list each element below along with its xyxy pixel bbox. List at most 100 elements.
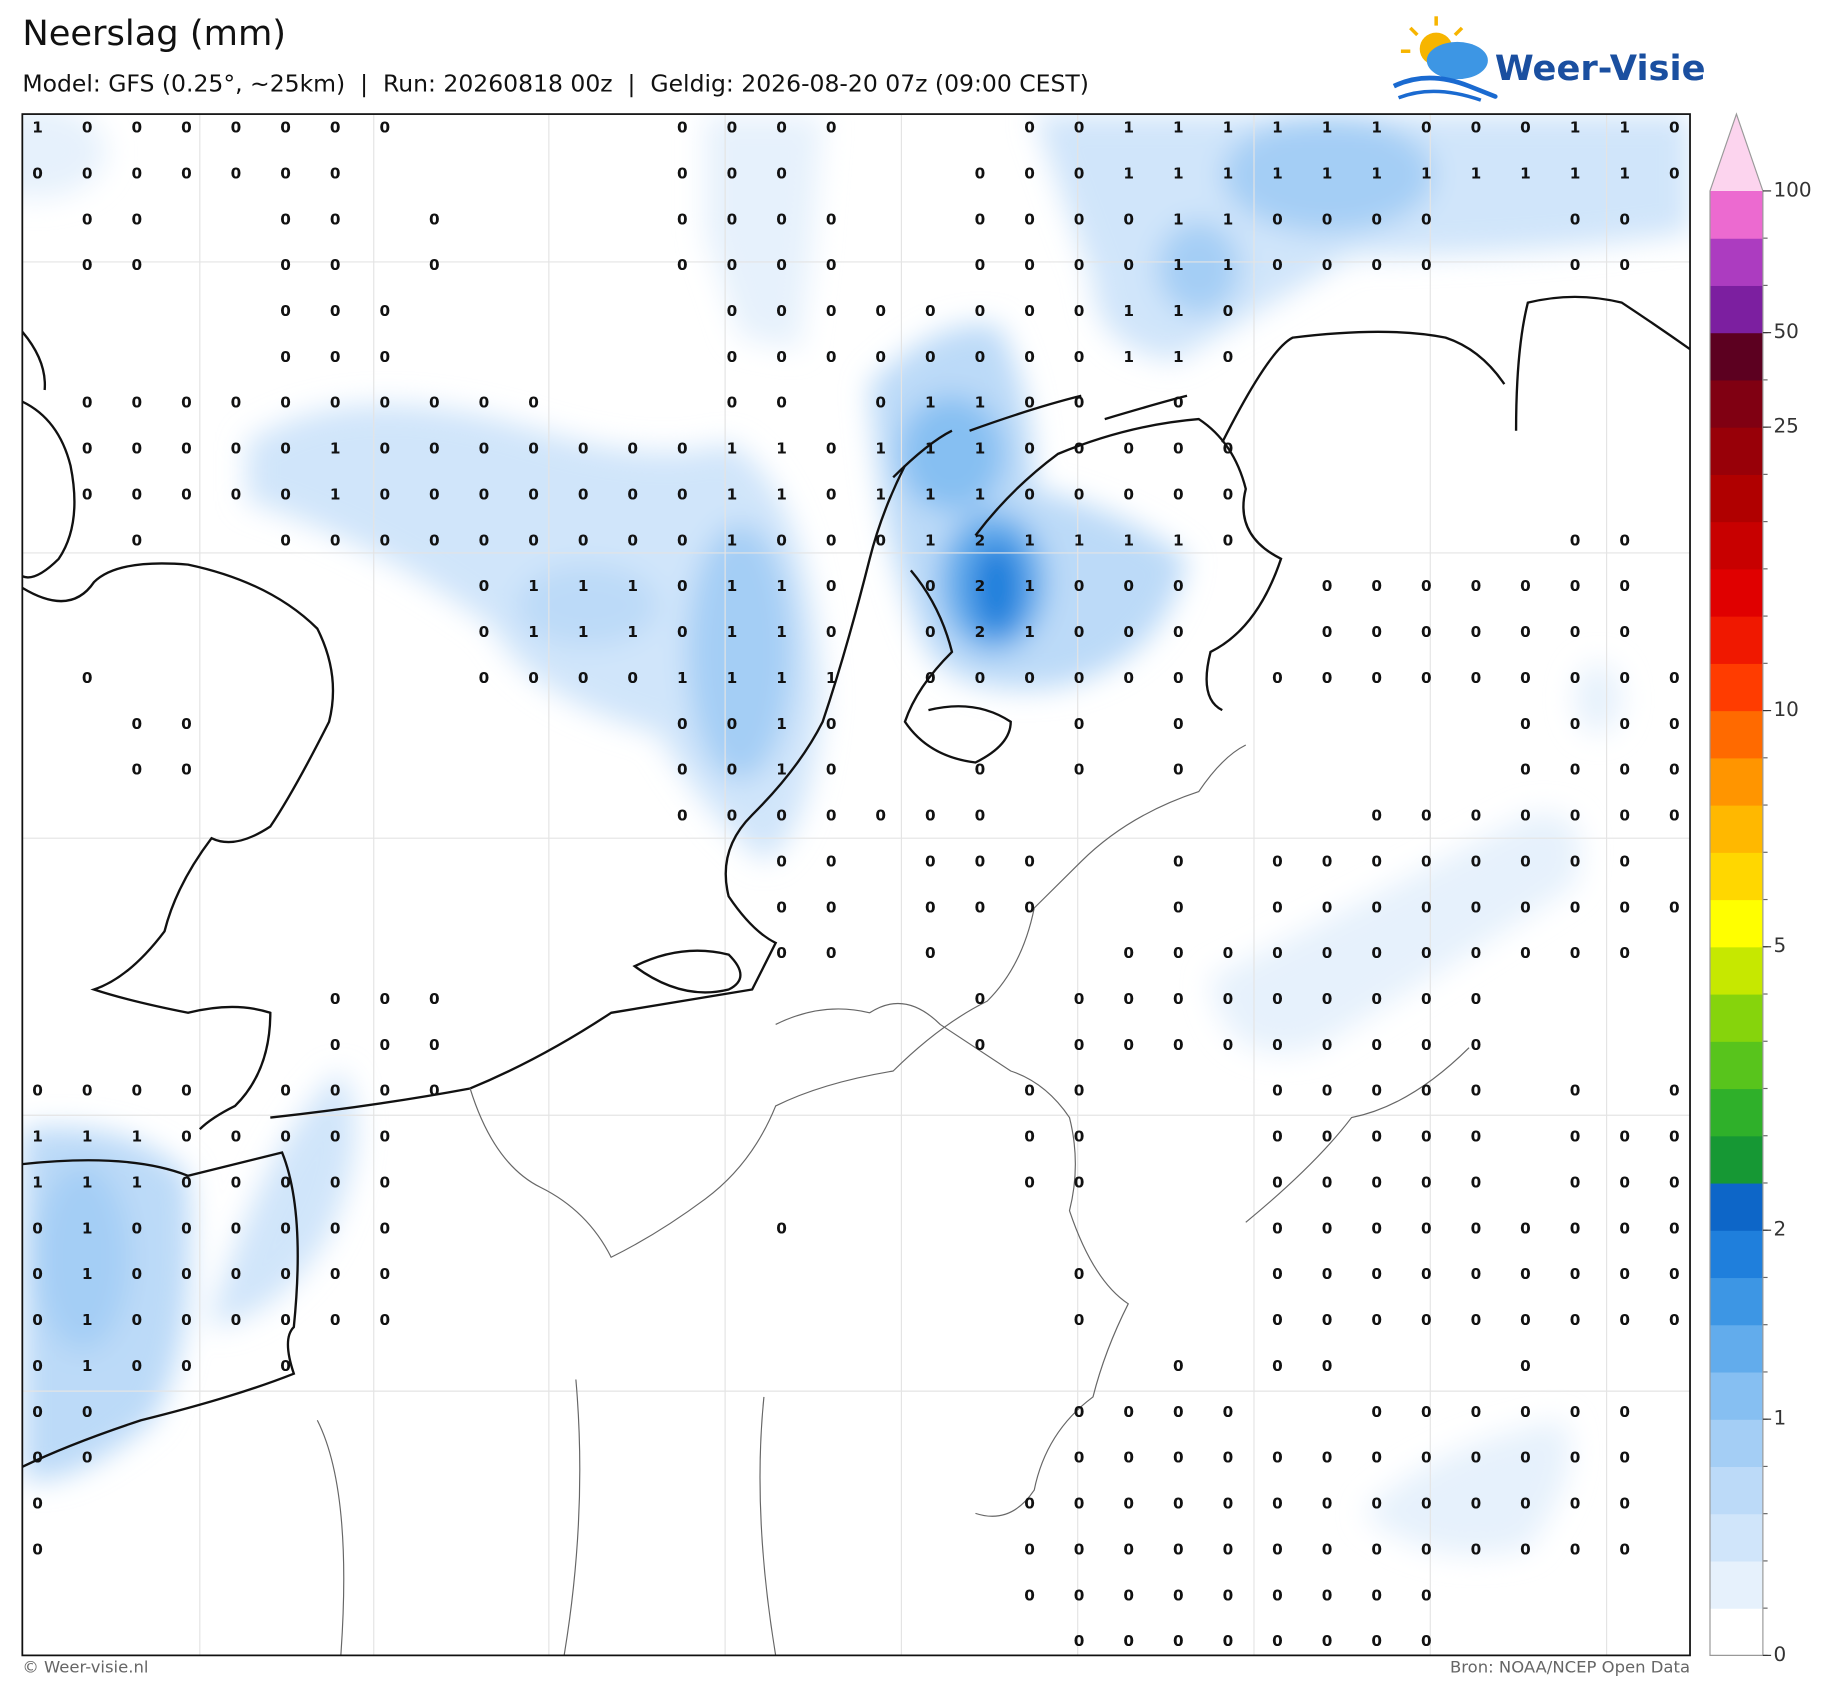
grid-value: 0	[1570, 944, 1581, 962]
grid-value: 0	[1619, 577, 1630, 595]
grid-value: 0	[231, 1219, 242, 1237]
grid-value: 0	[1074, 1586, 1085, 1604]
grid-value: 0	[231, 1311, 242, 1329]
grid-value: 0	[925, 302, 936, 320]
grid-value: 0	[181, 1174, 192, 1192]
grid-value: 1	[1619, 164, 1630, 182]
grid-value: 2	[975, 577, 986, 595]
grid-value: 0	[1421, 1403, 1432, 1421]
colorbar-bin	[1710, 521, 1763, 570]
grid-value: 0	[479, 486, 490, 504]
grid-value: 0	[1471, 1540, 1482, 1558]
grid-value: 1	[1173, 302, 1184, 320]
grid-value: 0	[181, 394, 192, 412]
grid-value: 0	[1173, 1495, 1184, 1513]
grid-value: 0	[429, 1036, 440, 1054]
grid-value: 0	[280, 1311, 291, 1329]
colorbar-tick-label: 1	[1773, 1407, 1786, 1430]
grid-value: 0	[727, 164, 738, 182]
grid-value: 0	[1570, 761, 1581, 779]
grid-value: 0	[1619, 669, 1630, 687]
grid-value: 0	[330, 1036, 341, 1054]
precip-field	[22, 114, 1691, 1555]
grid-value: 0	[1322, 1540, 1333, 1558]
grid-value: 0	[1173, 852, 1184, 870]
grid-value: 1	[975, 440, 986, 458]
grid-value: 0	[1471, 623, 1482, 641]
grid-value: 0	[280, 1357, 291, 1375]
grid-value: 0	[975, 761, 986, 779]
grid-value: 0	[1223, 348, 1234, 366]
grid-value: 0	[1371, 944, 1382, 962]
grid-value: 1	[528, 577, 539, 595]
grid-value: 0	[925, 807, 936, 825]
grid-value: 0	[181, 486, 192, 504]
grid-value: 0	[1669, 761, 1680, 779]
colorbar-tick-label: 5	[1773, 934, 1786, 957]
grid-value: 0	[925, 669, 936, 687]
grid-value: 0	[1520, 1219, 1531, 1237]
grid-value: 0	[1322, 1174, 1333, 1192]
grid-value: 0	[975, 669, 986, 687]
grid-value: 0	[32, 1311, 43, 1329]
grid-value: 0	[1322, 1082, 1333, 1100]
colorbar-bin	[1710, 946, 1763, 995]
grid-value: 0	[1520, 852, 1531, 870]
grid-value: 1	[330, 486, 341, 504]
grid-value: 1	[1123, 531, 1134, 549]
grid-value: 0	[1024, 669, 1035, 687]
grid-value: 0	[1223, 1540, 1234, 1558]
grid-value: 0	[826, 577, 837, 595]
grid-value: 0	[429, 394, 440, 412]
colorbar-bin	[1710, 474, 1763, 523]
grid-value: 0	[82, 440, 93, 458]
grid-value: 0	[1570, 1449, 1581, 1467]
grid-value: 0	[1619, 1449, 1630, 1467]
grid-value: 0	[1371, 1403, 1382, 1421]
grid-value: 0	[677, 164, 688, 182]
grid-value: 0	[1074, 577, 1085, 595]
grid-value: 0	[1024, 1586, 1035, 1604]
grid-value: 0	[379, 1128, 390, 1146]
grid-value: 0	[131, 1311, 142, 1329]
grid-value: 0	[776, 348, 787, 366]
colorbar-tick-label: 50	[1773, 320, 1798, 343]
grid-value: 0	[379, 990, 390, 1008]
grid-value: 1	[82, 1174, 93, 1192]
grid-value: 0	[776, 807, 787, 825]
grid-value: 0	[1074, 164, 1085, 182]
grid-value: 0	[1024, 440, 1035, 458]
grid-value: 0	[1421, 852, 1432, 870]
footer-left: © Weer-visie.nl	[22, 1658, 148, 1677]
grid-value: 0	[280, 1128, 291, 1146]
grid-value: 0	[1371, 210, 1382, 228]
grid-value: 0	[1371, 623, 1382, 641]
grid-value: 0	[181, 1128, 192, 1146]
grid-value: 0	[330, 1174, 341, 1192]
grid-value: 0	[1223, 1449, 1234, 1467]
grid-value: 0	[1421, 1036, 1432, 1054]
grid-value: 0	[925, 577, 936, 595]
grid-value: 0	[1421, 1495, 1432, 1513]
grid-value: 1	[1123, 302, 1134, 320]
grid-value: 0	[1471, 1403, 1482, 1421]
grid-value: 1	[1223, 164, 1234, 182]
grid-value: 0	[1074, 1403, 1085, 1421]
grid-value: 0	[1322, 1586, 1333, 1604]
grid-value: 0	[1421, 577, 1432, 595]
grid-value: 0	[231, 164, 242, 182]
grid-value: 0	[727, 761, 738, 779]
grid-value: 0	[1123, 1403, 1134, 1421]
grid-value: 0	[875, 531, 886, 549]
grid-value: 0	[1619, 1311, 1630, 1329]
grid-value: 0	[1619, 531, 1630, 549]
grid-value: 1	[1173, 256, 1184, 274]
logo-text: Weer-Visie	[1495, 48, 1706, 89]
grid-value: 0	[727, 302, 738, 320]
grid-value: 0	[925, 852, 936, 870]
grid-value: 0	[975, 852, 986, 870]
grid-value: 0	[1272, 1082, 1283, 1100]
grid-value: 0	[379, 1265, 390, 1283]
grid-value: 0	[826, 210, 837, 228]
grid-value: 0	[1669, 898, 1680, 916]
